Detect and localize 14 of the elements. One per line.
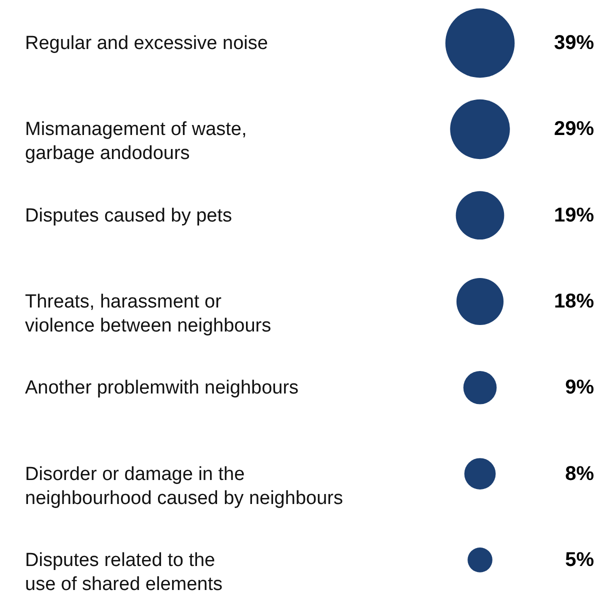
- category-label: Disorder or damage in the neighbourhood caused by neighbours: [25, 464, 343, 509]
- category-label: Mismanagement of waste, garbage andodours: [25, 119, 247, 164]
- category-label: Disputes related to the use of shared elements: [25, 550, 223, 595]
- data-label: 8%: [565, 462, 594, 485]
- data-label: 18%: [554, 290, 594, 312]
- data-label: 39%: [554, 32, 594, 54]
- category-label: Another problemwith neighbours: [25, 378, 299, 399]
- category-label: Threats, harassment or violence between neighbours: [25, 292, 272, 336]
- category-label: Disputes caused by pets: [25, 205, 232, 226]
- data-label: 9%: [565, 376, 594, 399]
- data-label: 29%: [554, 118, 594, 140]
- data-label: 5%: [565, 548, 594, 571]
- data-label: 19%: [554, 204, 594, 226]
- category-label: Regular and excessive noise: [25, 33, 268, 54]
